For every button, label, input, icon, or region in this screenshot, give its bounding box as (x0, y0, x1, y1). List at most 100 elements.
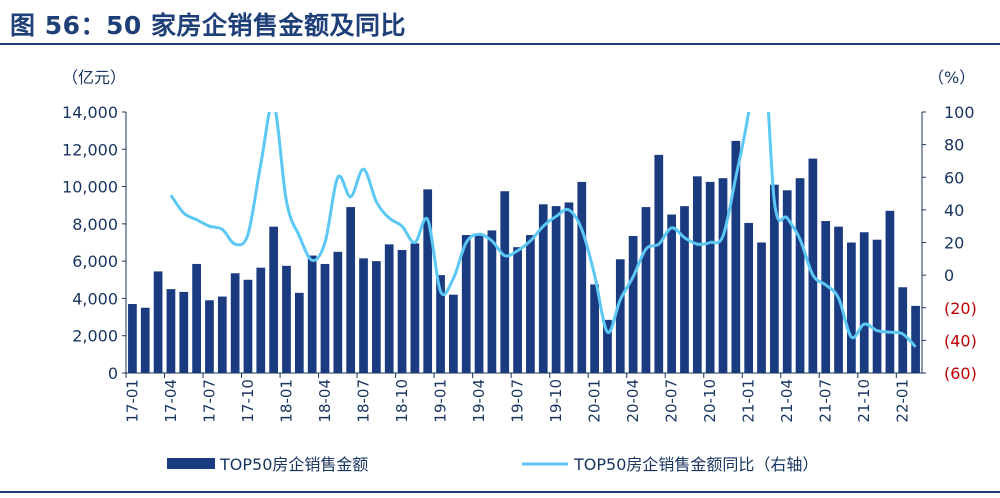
bar-20-12 (731, 140, 741, 373)
bar-21-10 (859, 232, 869, 373)
bar-21-09 (847, 242, 856, 373)
x-tick-label: 20-10 (701, 379, 719, 423)
bar-18-11 (410, 243, 420, 373)
bar-17-11 (256, 267, 266, 373)
bar-18-05 (333, 251, 343, 373)
right-tick-label: 20 (944, 234, 964, 253)
x-tick-label: 18-04 (316, 379, 334, 423)
right-tick-label: (60) (944, 364, 977, 383)
x-tick-label: 19-04 (470, 379, 488, 423)
right-tick-label: 0 (944, 266, 954, 285)
bar-17-09 (230, 273, 240, 373)
bar-19-03 (461, 235, 471, 373)
chart-title: 图 56：50 家房企销售金额及同比 (10, 11, 406, 40)
bar-19-05 (487, 230, 497, 373)
bar-19-02 (449, 294, 458, 373)
bar-17-12 (269, 226, 279, 373)
bar-18-09 (384, 244, 394, 373)
bar-19-04 (474, 235, 484, 373)
bar-19-08 (526, 235, 535, 373)
bar-20-01 (590, 284, 599, 373)
bar-17-07 (205, 300, 214, 373)
bar-18-08 (371, 261, 381, 373)
x-tick-label: 21-07 (817, 379, 835, 423)
bar-17-10 (243, 279, 253, 373)
bar-21-02 (757, 242, 766, 373)
bar-22-01 (898, 287, 908, 373)
bar-17-05 (179, 291, 189, 373)
x-tick-label: 21-10 (855, 379, 873, 423)
x-tick-label: 19-01 (432, 379, 450, 423)
right-tick-label: 80 (944, 136, 964, 155)
x-tick-label: 20-07 (663, 379, 681, 423)
line-series (169, 112, 917, 348)
x-tick-label: 20-04 (624, 379, 642, 423)
x-tick-label: 17-01 (123, 379, 141, 423)
bar-19-09 (538, 204, 548, 373)
x-tick-label: 17-10 (239, 379, 257, 423)
left-tick-label: 10,000 (62, 178, 118, 197)
bar-20-07 (667, 214, 677, 373)
bar-18-01 (282, 265, 291, 373)
bar-20-02 (603, 319, 612, 373)
left-tick-label: 0 (108, 364, 118, 383)
bar-21-03 (769, 184, 779, 373)
legend: TOP50房企销售金额 TOP50房企销售金额同比（右轴） (167, 455, 818, 474)
bar-20-11 (718, 178, 728, 373)
bar-20-09 (692, 176, 702, 373)
bar-18-12 (423, 189, 433, 373)
x-tick-label: 18-01 (277, 379, 295, 423)
left-tick-label: 6,000 (72, 252, 118, 271)
bar-22-02 (911, 305, 920, 373)
x-tick-label: 21-01 (740, 379, 758, 423)
x-tick-label: 18-10 (393, 379, 411, 423)
bar-20-05 (641, 207, 651, 373)
bar-20-06 (654, 154, 664, 373)
left-tick-label: 8,000 (72, 215, 118, 234)
legend-bar-label: TOP50房企销售金额 (219, 455, 368, 474)
right-tick-label: (20) (944, 299, 977, 318)
bar-18-02 (294, 292, 304, 373)
bar-17-08 (217, 296, 227, 373)
bar-series (128, 140, 920, 374)
right-tick-label: 100 (944, 103, 975, 122)
bar-20-08 (680, 206, 689, 373)
bar-19-07 (513, 247, 522, 373)
right-tick-label: (40) (944, 331, 977, 350)
bar-21-11 (872, 239, 882, 373)
bar-21-06 (808, 158, 818, 373)
bar-18-03 (307, 255, 317, 373)
left-tick-label: 4,000 (72, 289, 118, 308)
right-tick-label: 60 (944, 168, 964, 187)
x-tick-label: 22-01 (894, 379, 912, 423)
yoy-line (169, 112, 917, 348)
bar-17-04 (166, 289, 176, 373)
x-tick-label: 19-07 (509, 379, 527, 423)
bar-21-05 (795, 178, 805, 373)
right-unit-label: （%） (928, 68, 975, 87)
x-tick-label: 21-04 (778, 379, 796, 423)
bar-19-10 (551, 206, 561, 373)
left-tick-label: 12,000 (62, 140, 118, 159)
legend-line-label: TOP50房企销售金额同比（右轴） (573, 455, 818, 474)
bar-17-06 (192, 263, 201, 373)
bar-18-10 (397, 249, 407, 373)
bar-19-11 (564, 202, 574, 373)
x-tick-label: 19-10 (547, 379, 565, 423)
bar-21-01 (744, 222, 754, 373)
axes: 14,00012,00010,0008,0006,0004,0002,00001… (62, 103, 977, 423)
bar-17-01 (128, 304, 137, 373)
bar-17-02 (140, 307, 150, 373)
bar-21-07 (821, 221, 831, 373)
left-tick-label: 2,000 (72, 327, 118, 346)
bar-20-04 (628, 235, 638, 373)
x-tick-label: 17-04 (162, 379, 180, 423)
bar-18-04 (320, 263, 330, 373)
bar-17-03 (153, 271, 163, 373)
legend-bar-swatch (167, 458, 215, 469)
left-tick-label: 14,000 (62, 103, 118, 122)
bar-19-01 (436, 275, 445, 374)
bar-19-06 (500, 191, 510, 373)
x-tick-label: 18-07 (355, 379, 373, 423)
bar-18-07 (359, 258, 368, 373)
